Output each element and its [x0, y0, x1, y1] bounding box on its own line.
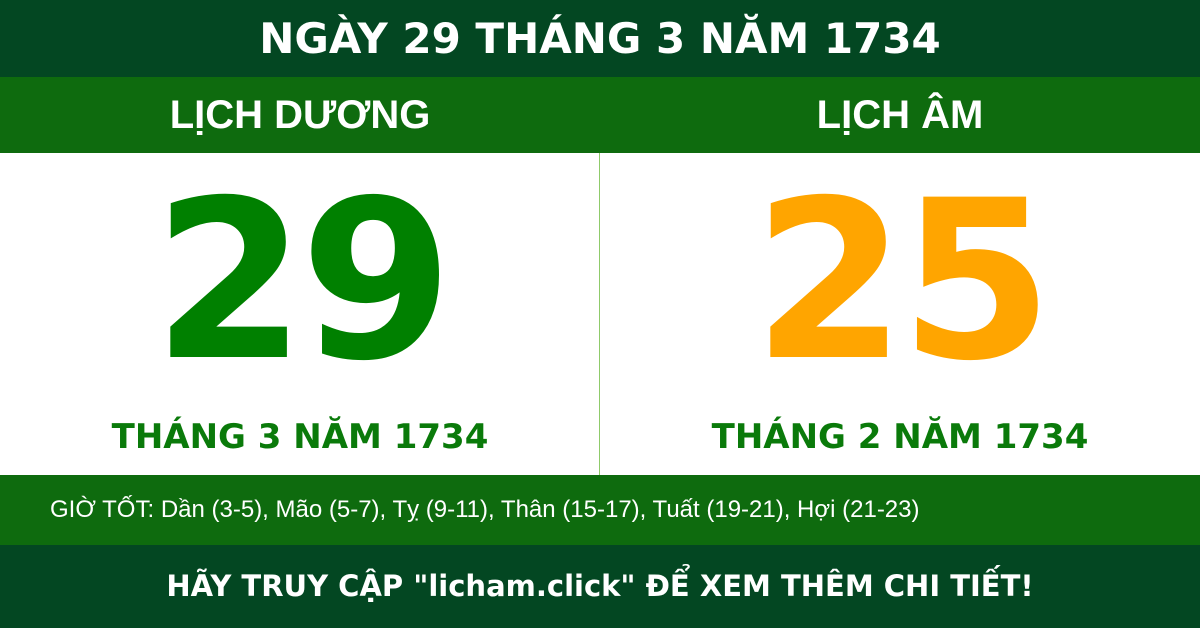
date-panel: 29 THÁNG 3 NĂM 1734 25 THÁNG 2 NĂM 1734 [0, 153, 1200, 475]
solar-month-year: THÁNG 3 NĂM 1734 [111, 417, 489, 457]
footer-cta: HÃY TRUY CẬP "licham.click" ĐỂ XEM THÊM … [0, 545, 1200, 628]
header-band: LỊCH DƯƠNG LỊCH ÂM [0, 77, 1200, 153]
solar-column: 29 THÁNG 3 NĂM 1734 [0, 153, 600, 475]
divider [599, 153, 600, 475]
solar-label: LỊCH DƯƠNG [169, 93, 431, 137]
good-hours: GIỜ TỐT: Dần (3-5), Mão (5-7), Tỵ (9-11)… [0, 475, 1200, 545]
lunar-column: 25 THÁNG 2 NĂM 1734 [600, 153, 1200, 475]
lunar-label: LỊCH ÂM [816, 93, 984, 137]
lunar-day: 25 [752, 153, 1053, 409]
lunar-month-year: THÁNG 2 NĂM 1734 [711, 417, 1089, 457]
solar-day: 29 [152, 153, 453, 409]
page-title: NGÀY 29 THÁNG 3 NĂM 1734 [0, 0, 1200, 77]
